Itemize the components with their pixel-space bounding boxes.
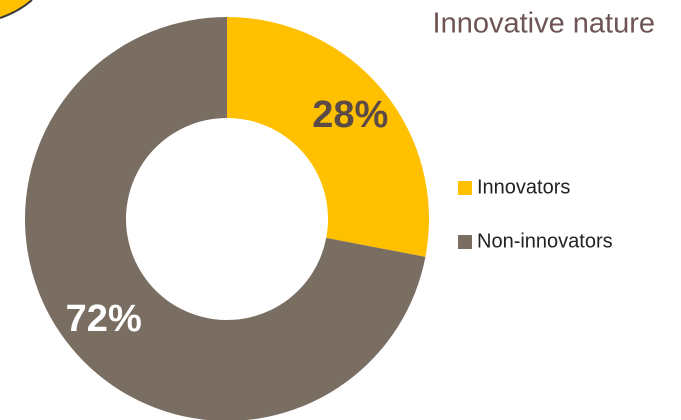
data-label: 72%: [66, 298, 142, 340]
decoration: [0, 0, 32, 18]
donut-slice: [25, 17, 426, 420]
legend-swatch: [458, 235, 472, 249]
chart-title: Innovative nature: [433, 8, 655, 40]
decoration: [0, 0, 33, 19]
legend-label: Non-innovators: [477, 230, 613, 252]
legend-swatch: [458, 181, 472, 195]
donut-slice: [227, 17, 429, 257]
legend-label: Innovators: [477, 176, 570, 198]
data-label: 28%: [312, 94, 388, 136]
